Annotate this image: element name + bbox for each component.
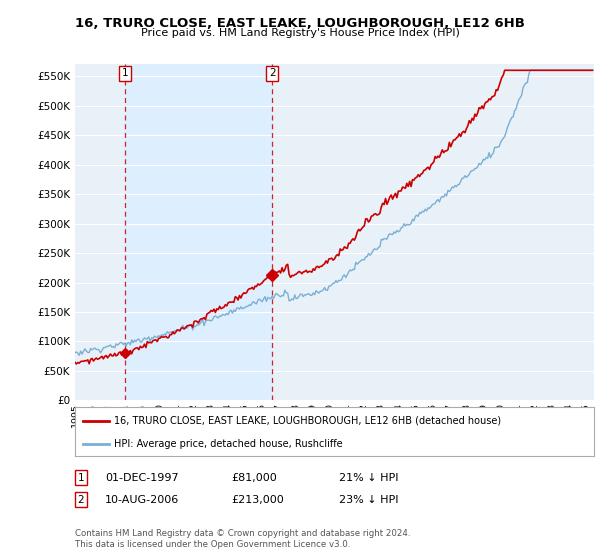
Text: Contains HM Land Registry data © Crown copyright and database right 2024.
This d: Contains HM Land Registry data © Crown c…: [75, 529, 410, 549]
Text: 21% ↓ HPI: 21% ↓ HPI: [339, 473, 398, 483]
Text: 16, TRURO CLOSE, EAST LEAKE, LOUGHBOROUGH, LE12 6HB: 16, TRURO CLOSE, EAST LEAKE, LOUGHBOROUG…: [75, 17, 525, 30]
Text: HPI: Average price, detached house, Rushcliffe: HPI: Average price, detached house, Rush…: [114, 439, 343, 449]
Text: 2: 2: [269, 68, 275, 78]
Text: 10-AUG-2006: 10-AUG-2006: [105, 494, 179, 505]
Text: 1: 1: [77, 473, 85, 483]
Text: 16, TRURO CLOSE, EAST LEAKE, LOUGHBOROUGH, LE12 6HB (detached house): 16, TRURO CLOSE, EAST LEAKE, LOUGHBOROUG…: [114, 416, 501, 426]
Text: 2: 2: [77, 494, 85, 505]
Text: Price paid vs. HM Land Registry's House Price Index (HPI): Price paid vs. HM Land Registry's House …: [140, 28, 460, 38]
Text: £81,000: £81,000: [231, 473, 277, 483]
Text: 01-DEC-1997: 01-DEC-1997: [105, 473, 179, 483]
Text: 23% ↓ HPI: 23% ↓ HPI: [339, 494, 398, 505]
Bar: [125, 64, 272, 400]
Text: 1: 1: [121, 68, 128, 78]
Text: £213,000: £213,000: [231, 494, 284, 505]
